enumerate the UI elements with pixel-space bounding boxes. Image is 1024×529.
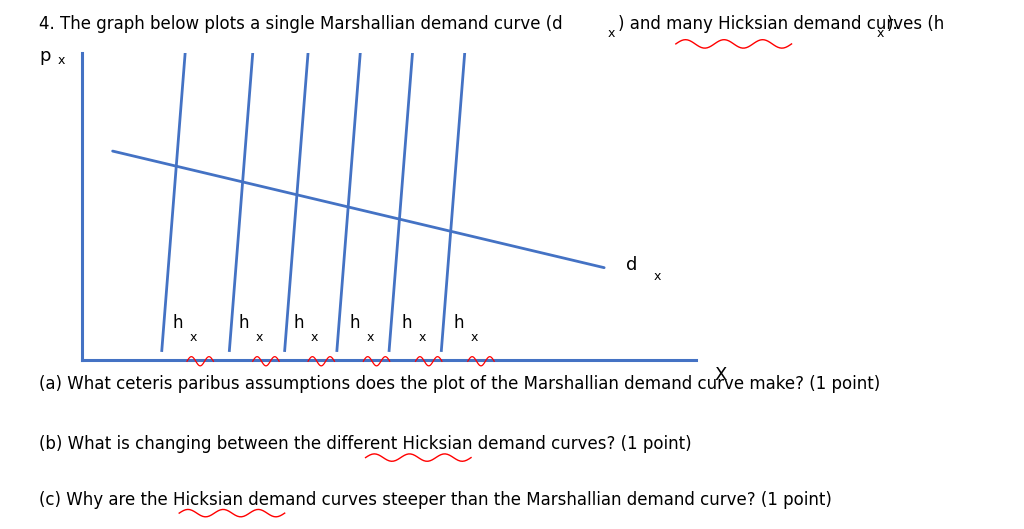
Text: x: x	[311, 331, 318, 344]
Text: h: h	[349, 314, 359, 332]
Text: 4. The graph below plots a single Marshallian demand curve (d: 4. The graph below plots a single Marsha…	[39, 15, 562, 33]
Text: h: h	[454, 314, 464, 332]
Text: x: x	[607, 27, 614, 40]
Text: x: x	[471, 331, 478, 344]
Text: h: h	[294, 314, 304, 332]
Text: (c) Why are the Hicksian demand curves steeper than the Marshallian demand curve: (c) Why are the Hicksian demand curves s…	[39, 491, 831, 509]
Text: x: x	[57, 54, 65, 67]
Text: x: x	[653, 270, 660, 284]
Text: x: x	[256, 331, 263, 344]
Text: x: x	[367, 331, 374, 344]
Text: h: h	[401, 314, 412, 332]
Text: d: d	[626, 256, 637, 273]
Text: (a) What ceteris paribus assumptions does the plot of the Marshallian demand cur: (a) What ceteris paribus assumptions doe…	[39, 375, 881, 393]
Text: p: p	[39, 47, 50, 65]
Text: ) and many Hicksian demand curves (h: ) and many Hicksian demand curves (h	[618, 15, 945, 33]
Text: x: x	[190, 331, 198, 344]
Text: x: x	[419, 331, 426, 344]
Text: X: X	[715, 366, 727, 384]
Text: ).: ).	[887, 15, 898, 33]
Text: h: h	[173, 314, 183, 332]
Text: (b) What is changing between the different Hicksian demand curves? (1 point): (b) What is changing between the differe…	[39, 435, 691, 453]
Text: x: x	[877, 27, 884, 40]
Text: h: h	[239, 314, 249, 332]
